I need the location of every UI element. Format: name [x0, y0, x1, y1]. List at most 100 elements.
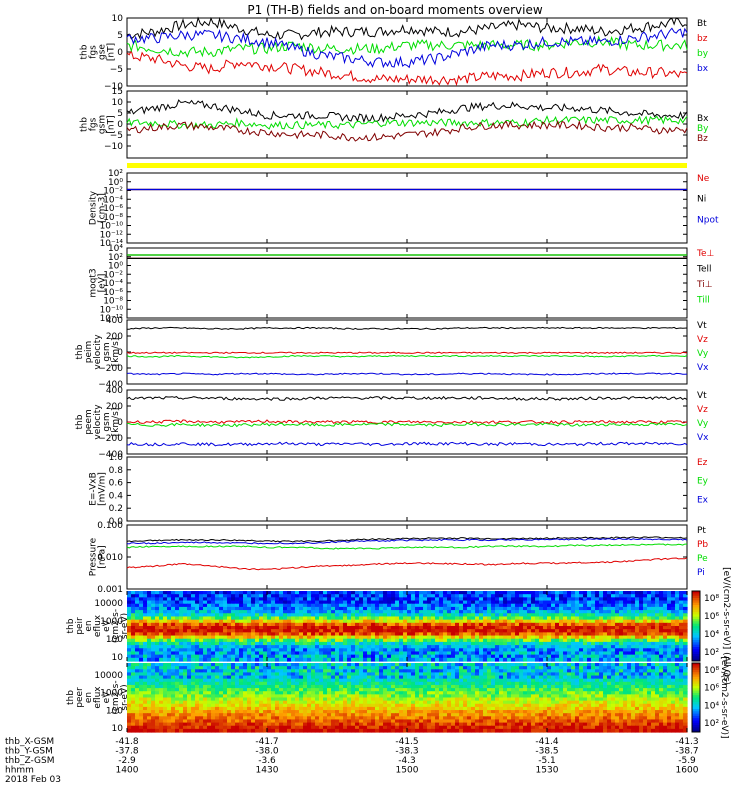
series-line-Vt — [126, 395, 688, 401]
heatmap-cell — [275, 666, 280, 670]
heatmap-cell — [563, 622, 568, 627]
heatmap-cell — [451, 616, 456, 621]
heatmap-cell — [591, 651, 596, 656]
heatmap-cell — [339, 600, 344, 605]
colorbar-cell — [692, 628, 700, 632]
heatmap-cell — [211, 688, 216, 692]
heatmap-cell — [407, 610, 412, 614]
heatmap-cell — [171, 651, 176, 656]
heatmap-cell — [183, 629, 188, 633]
heatmap-cell — [139, 675, 144, 680]
heatmap-cell — [239, 678, 244, 683]
heatmap-cell — [343, 597, 348, 602]
heatmap-cell — [519, 663, 524, 667]
heatmap-cell — [651, 691, 656, 695]
heatmap-cell — [599, 632, 604, 637]
heatmap-cell — [511, 622, 516, 627]
heatmap-cell — [351, 610, 356, 614]
heatmap-cell — [595, 666, 600, 670]
heatmap-cell — [243, 641, 248, 646]
heatmap-cell — [479, 645, 484, 649]
legend-entry: Ti⊥ — [696, 280, 713, 290]
heatmap-cell — [387, 638, 392, 643]
heatmap-cell — [419, 613, 424, 618]
heatmap-cell — [279, 619, 284, 624]
heatmap-cell — [287, 645, 292, 649]
heatmap-cell — [563, 675, 568, 680]
heatmap-cell — [511, 597, 516, 602]
heatmap-cell — [287, 684, 292, 689]
heatmap-cell — [375, 597, 380, 602]
heatmap-cell — [631, 648, 636, 653]
heatmap-cell — [367, 681, 372, 686]
heatmap-cell — [255, 654, 260, 659]
y-axis-label: thb — [66, 690, 76, 705]
heatmap-cell — [431, 648, 436, 653]
series-line-Bz — [126, 119, 688, 142]
heatmap-cell — [207, 691, 212, 695]
heatmap-cell — [199, 654, 204, 659]
heatmap-cell — [291, 591, 296, 595]
heatmap-cell — [327, 632, 332, 637]
heatmap-cell — [259, 626, 264, 630]
heatmap-cell — [255, 675, 260, 680]
heatmap-cell — [439, 684, 444, 689]
heatmap-cell — [367, 691, 372, 695]
heatmap-cell — [407, 663, 412, 667]
heatmap-cell — [319, 619, 324, 624]
heatmap-cell — [207, 638, 212, 643]
heatmap-cell — [559, 632, 564, 637]
heatmap-cell — [199, 657, 204, 662]
colorbar-cell — [692, 605, 700, 608]
heatmap-cell — [599, 594, 604, 598]
heatmap-cell — [511, 629, 516, 633]
heatmap-cell — [143, 675, 148, 680]
heatmap-cell — [275, 629, 280, 633]
heatmap-cell — [219, 688, 224, 692]
heatmap-cell — [659, 651, 664, 656]
heatmap-cell — [359, 648, 364, 653]
heatmap-cell — [619, 663, 624, 667]
heatmap-cell — [411, 594, 416, 598]
heatmap-cell — [223, 694, 228, 699]
heatmap-cell — [143, 669, 148, 674]
heatmap-cell — [535, 629, 540, 633]
heatmap-cell — [191, 684, 196, 689]
heatmap-cell — [579, 591, 584, 595]
heatmap-cell — [183, 691, 188, 695]
heatmap-cell — [143, 651, 148, 656]
heatmap-cell — [223, 606, 228, 611]
heatmap-cell — [663, 666, 668, 670]
colorbar-cell — [692, 623, 700, 627]
heatmap-cell — [223, 638, 228, 643]
heatmap-cell — [675, 651, 680, 656]
heatmap-cell — [259, 600, 264, 605]
heatmap-cell — [403, 616, 408, 621]
y-tick-label: 10² — [108, 169, 123, 179]
heatmap-cell — [675, 626, 680, 630]
heatmap-cell — [547, 635, 552, 640]
y-tick-label: 10⁻¹⁰ — [100, 222, 124, 232]
heatmap-cell — [567, 678, 572, 683]
heatmap-cell — [611, 651, 616, 656]
heatmap-cell — [475, 591, 480, 595]
heatmap-cell — [623, 638, 628, 643]
heatmap-cell — [387, 684, 392, 689]
heatmap-cell — [187, 657, 192, 662]
heatmap-cell — [175, 600, 180, 605]
heatmap-cell — [215, 669, 220, 674]
heatmap-cell — [407, 666, 412, 670]
heatmap-cell — [187, 645, 192, 649]
heatmap-cell — [615, 632, 620, 637]
heatmap-cell — [595, 603, 600, 608]
heatmap-cell — [611, 669, 616, 674]
heatmap-cell — [451, 594, 456, 598]
heatmap-cell — [407, 616, 412, 621]
heatmap-cell — [467, 669, 472, 674]
heatmap-cell — [431, 638, 436, 643]
heatmap-cell — [487, 688, 492, 692]
heatmap-cell — [587, 678, 592, 683]
heatmap-cell — [679, 610, 684, 614]
heatmap-cell — [587, 645, 592, 649]
heatmap-cell — [307, 666, 312, 670]
